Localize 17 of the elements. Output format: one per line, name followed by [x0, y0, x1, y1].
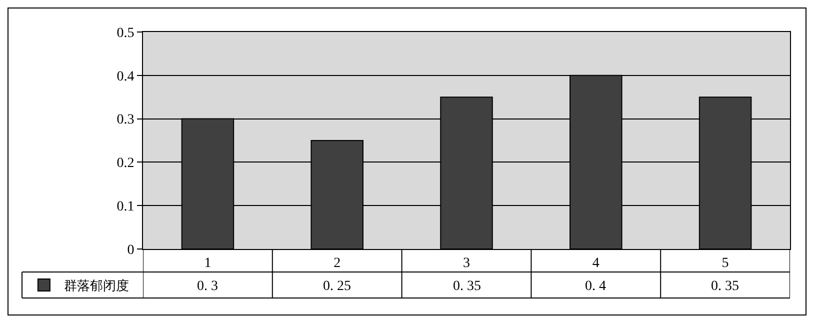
data-label: 0. 35: [453, 279, 481, 294]
legend-label: 群落郁闭度: [64, 278, 129, 294]
x-tick-label: 4: [592, 256, 600, 271]
x-tick-label: 5: [722, 256, 729, 271]
y-tick-label: 0.4: [116, 69, 134, 84]
x-tick-label: 1: [204, 256, 212, 271]
x-tick-label: 3: [463, 256, 470, 271]
data-label: 0. 3: [197, 279, 218, 294]
y-tick-label: 0.5: [116, 26, 134, 41]
data-label: 0. 25: [323, 279, 351, 294]
x-tick-label: 2: [334, 256, 341, 271]
y-tick-label: 0.1: [116, 200, 134, 214]
y-tick-label: 0.2: [116, 156, 134, 172]
data-label: 0. 4: [585, 279, 606, 294]
y-tick-label: 0: [127, 242, 134, 258]
y-tick-label: 0.3: [116, 112, 134, 128]
data-label: 0. 35: [711, 279, 739, 294]
